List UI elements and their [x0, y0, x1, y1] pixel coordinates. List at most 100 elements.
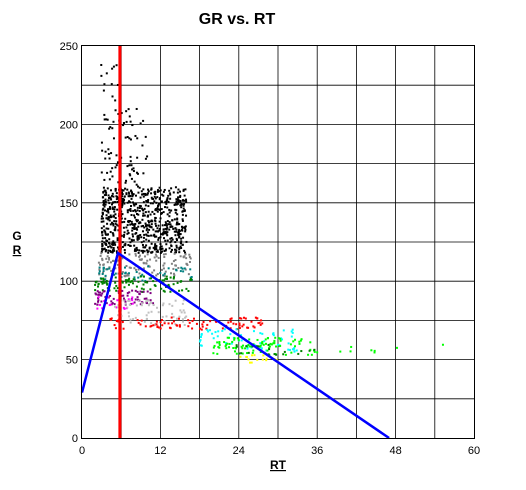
data-point	[107, 245, 110, 248]
data-point	[156, 325, 159, 328]
data-point	[123, 248, 126, 251]
data-point	[123, 198, 126, 201]
data-point	[177, 234, 180, 237]
data-point	[122, 226, 125, 229]
data-point	[139, 275, 142, 278]
data-point	[235, 352, 238, 355]
data-point	[182, 189, 185, 192]
data-point	[110, 318, 113, 321]
data-point	[183, 267, 186, 270]
data-point	[142, 188, 145, 191]
data-point	[162, 302, 165, 305]
data-point	[155, 201, 158, 204]
data-point	[126, 229, 129, 232]
data-point	[112, 195, 115, 198]
data-point	[145, 314, 148, 317]
data-point	[189, 276, 192, 279]
data-point	[100, 63, 103, 66]
data-point	[161, 279, 164, 282]
data-point	[177, 188, 180, 191]
data-point	[148, 246, 151, 249]
data-point	[130, 298, 133, 301]
data-point	[139, 290, 142, 293]
data-point	[259, 344, 262, 347]
data-point	[102, 207, 105, 210]
data-point	[251, 345, 254, 348]
data-point	[137, 213, 140, 216]
data-point	[98, 272, 101, 275]
data-point	[184, 268, 187, 271]
data-point	[136, 237, 139, 240]
data-point	[125, 192, 128, 195]
data-point	[97, 299, 100, 302]
data-point	[141, 251, 144, 254]
data-point	[287, 348, 290, 351]
data-point	[101, 237, 104, 240]
data-point	[115, 164, 118, 167]
data-point	[188, 321, 191, 324]
data-point	[102, 191, 105, 194]
data-point	[101, 307, 104, 310]
data-point	[103, 178, 106, 181]
data-point	[167, 322, 170, 325]
data-point	[260, 342, 263, 345]
data-point	[157, 224, 160, 227]
data-point	[111, 232, 114, 235]
data-point	[125, 281, 128, 284]
data-point	[173, 218, 176, 221]
data-point	[264, 342, 267, 345]
data-point	[130, 164, 133, 167]
data-point	[177, 266, 180, 269]
data-point	[165, 224, 168, 227]
data-point	[126, 306, 129, 309]
data-point	[127, 283, 130, 286]
data-point	[120, 192, 123, 195]
data-point	[169, 193, 172, 196]
data-point	[145, 199, 148, 202]
data-point	[126, 136, 129, 139]
data-point	[183, 210, 186, 213]
data-point	[140, 241, 143, 244]
data-point	[166, 239, 169, 242]
data-point	[206, 329, 209, 332]
data-point	[164, 230, 167, 233]
data-point	[229, 327, 232, 330]
data-point	[153, 256, 156, 259]
data-point	[94, 281, 97, 284]
data-point	[155, 255, 158, 258]
data-point	[165, 243, 168, 246]
data-point	[147, 239, 150, 242]
data-point	[96, 290, 99, 293]
data-point	[152, 304, 155, 307]
data-point	[142, 236, 145, 239]
data-point	[269, 342, 272, 345]
data-point	[135, 107, 138, 110]
data-point	[107, 227, 110, 230]
data-point	[123, 195, 126, 198]
data-point	[116, 161, 119, 164]
data-point	[137, 191, 140, 194]
data-point	[164, 224, 167, 227]
data-point	[253, 354, 256, 357]
data-point	[132, 203, 135, 206]
data-point	[191, 320, 194, 323]
data-point	[136, 137, 139, 140]
data-point	[164, 239, 167, 242]
data-point	[156, 273, 159, 276]
data-point	[182, 299, 185, 302]
data-point	[141, 230, 144, 233]
data-point	[155, 224, 158, 227]
data-point	[128, 200, 131, 203]
data-point	[205, 327, 208, 330]
data-point	[124, 302, 127, 305]
data-point	[113, 215, 116, 218]
data-point	[124, 300, 127, 303]
data-point	[129, 174, 132, 177]
data-point	[162, 264, 165, 267]
data-point	[236, 337, 239, 340]
data-point	[161, 232, 164, 235]
data-point	[153, 248, 156, 251]
data-point	[189, 268, 192, 271]
data-point	[227, 336, 230, 339]
data-point	[121, 241, 124, 244]
